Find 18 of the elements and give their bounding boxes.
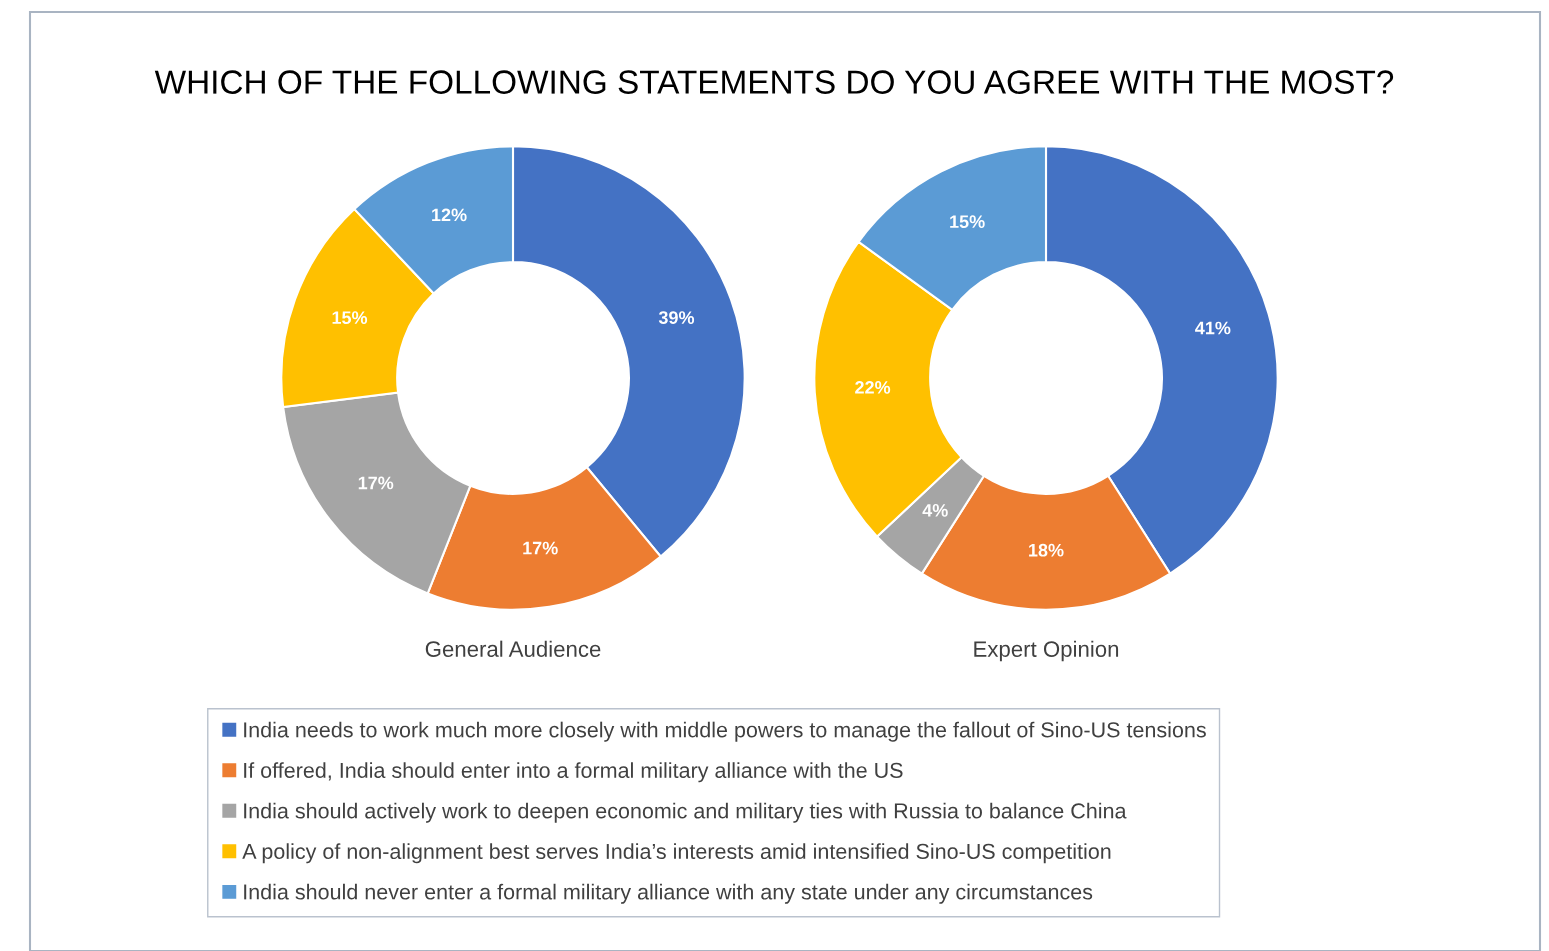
- data-label: 18%: [1029, 543, 1064, 557]
- legend-label: India should actively work to deepen economic and military ties with Russia to balance China: [244, 802, 1127, 823]
- legend-label: India should never enter a formal military alliance with any state under any circumstances: [244, 883, 1093, 904]
- data-label: 12%: [432, 208, 467, 222]
- data-label: 15%: [950, 215, 985, 229]
- data-label: 17%: [523, 541, 558, 555]
- text: General Audience: [425, 640, 601, 657]
- data-label: 4%: [922, 503, 948, 517]
- data-label: 17%: [358, 476, 394, 490]
- data-label: 15%: [332, 311, 368, 324]
- chart-title: WHICH OF THE FOLLOWING STATEMENTS DO YOU AGREE WITH THE MOST?: [154, 70, 1394, 94]
- data-label: 22%: [855, 380, 891, 394]
- data-label: 39%: [658, 311, 695, 325]
- legend-label: A policy of non-alignment best serves India’s interests amid intensified Sino-US competition: [242, 843, 1111, 864]
- data-label: 41%: [1195, 321, 1231, 335]
- legend-label: If offered, India should enter into a formal military alliance with the US: [244, 762, 903, 783]
- legend-label: India needs to work much more closely with middle powers to manage the fallout of Sino-US tensions: [244, 721, 1206, 742]
- text: Expert Opinion: [974, 640, 1119, 662]
